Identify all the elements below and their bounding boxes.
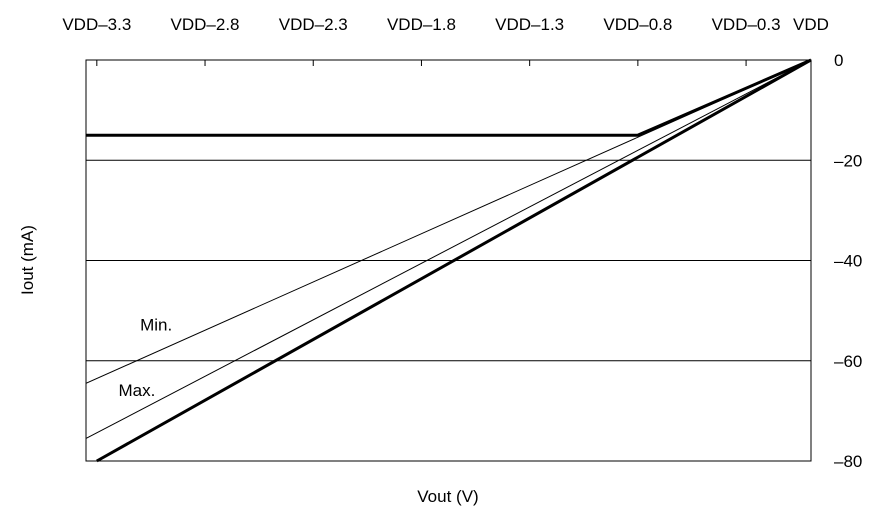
- annotation-label: Max.: [118, 381, 155, 400]
- gridlines: [86, 159, 811, 362]
- y-tick-label: –60: [834, 352, 862, 371]
- y-tick-labels: 0 –20 –40 –60 –80: [834, 51, 862, 471]
- annotation-label: Min.: [140, 316, 172, 335]
- annotations: Min. Max.: [118, 316, 172, 400]
- y-tick-label: –80: [834, 452, 862, 471]
- x-tick-label: VDD–1.3: [495, 15, 564, 34]
- x-tick-label: VDD: [793, 15, 829, 34]
- series-group: [85, 58, 812, 463]
- x-tick-labels: VDD–3.3 VDD–2.8 VDD–2.3 VDD–1.8 VDD–1.3 VDD–0…: [62, 15, 829, 34]
- series-line-1: [86, 58, 812, 137]
- x-tick-label: VDD–2.3: [279, 15, 348, 34]
- y-tick-label: 0: [834, 51, 843, 70]
- x-tick-label: VDD–2.8: [171, 15, 240, 34]
- series-line-3: [85, 59, 812, 439]
- y-tick-label: –40: [834, 252, 862, 271]
- x-tick-label: VDD–1.8: [387, 15, 456, 34]
- tick-marks: [96, 60, 747, 66]
- y-axis-title: Iout (mA): [18, 225, 37, 295]
- x-tick-label: VDD–0.8: [603, 15, 672, 34]
- series-line-4: [96, 58, 812, 463]
- x-axis-title: Vout (V): [417, 487, 478, 506]
- x-tick-label: VDD–0.3: [712, 15, 781, 34]
- series-line-2: [85, 59, 812, 384]
- x-tick-label: VDD–3.3: [62, 15, 131, 34]
- y-tick-label: –20: [834, 151, 862, 170]
